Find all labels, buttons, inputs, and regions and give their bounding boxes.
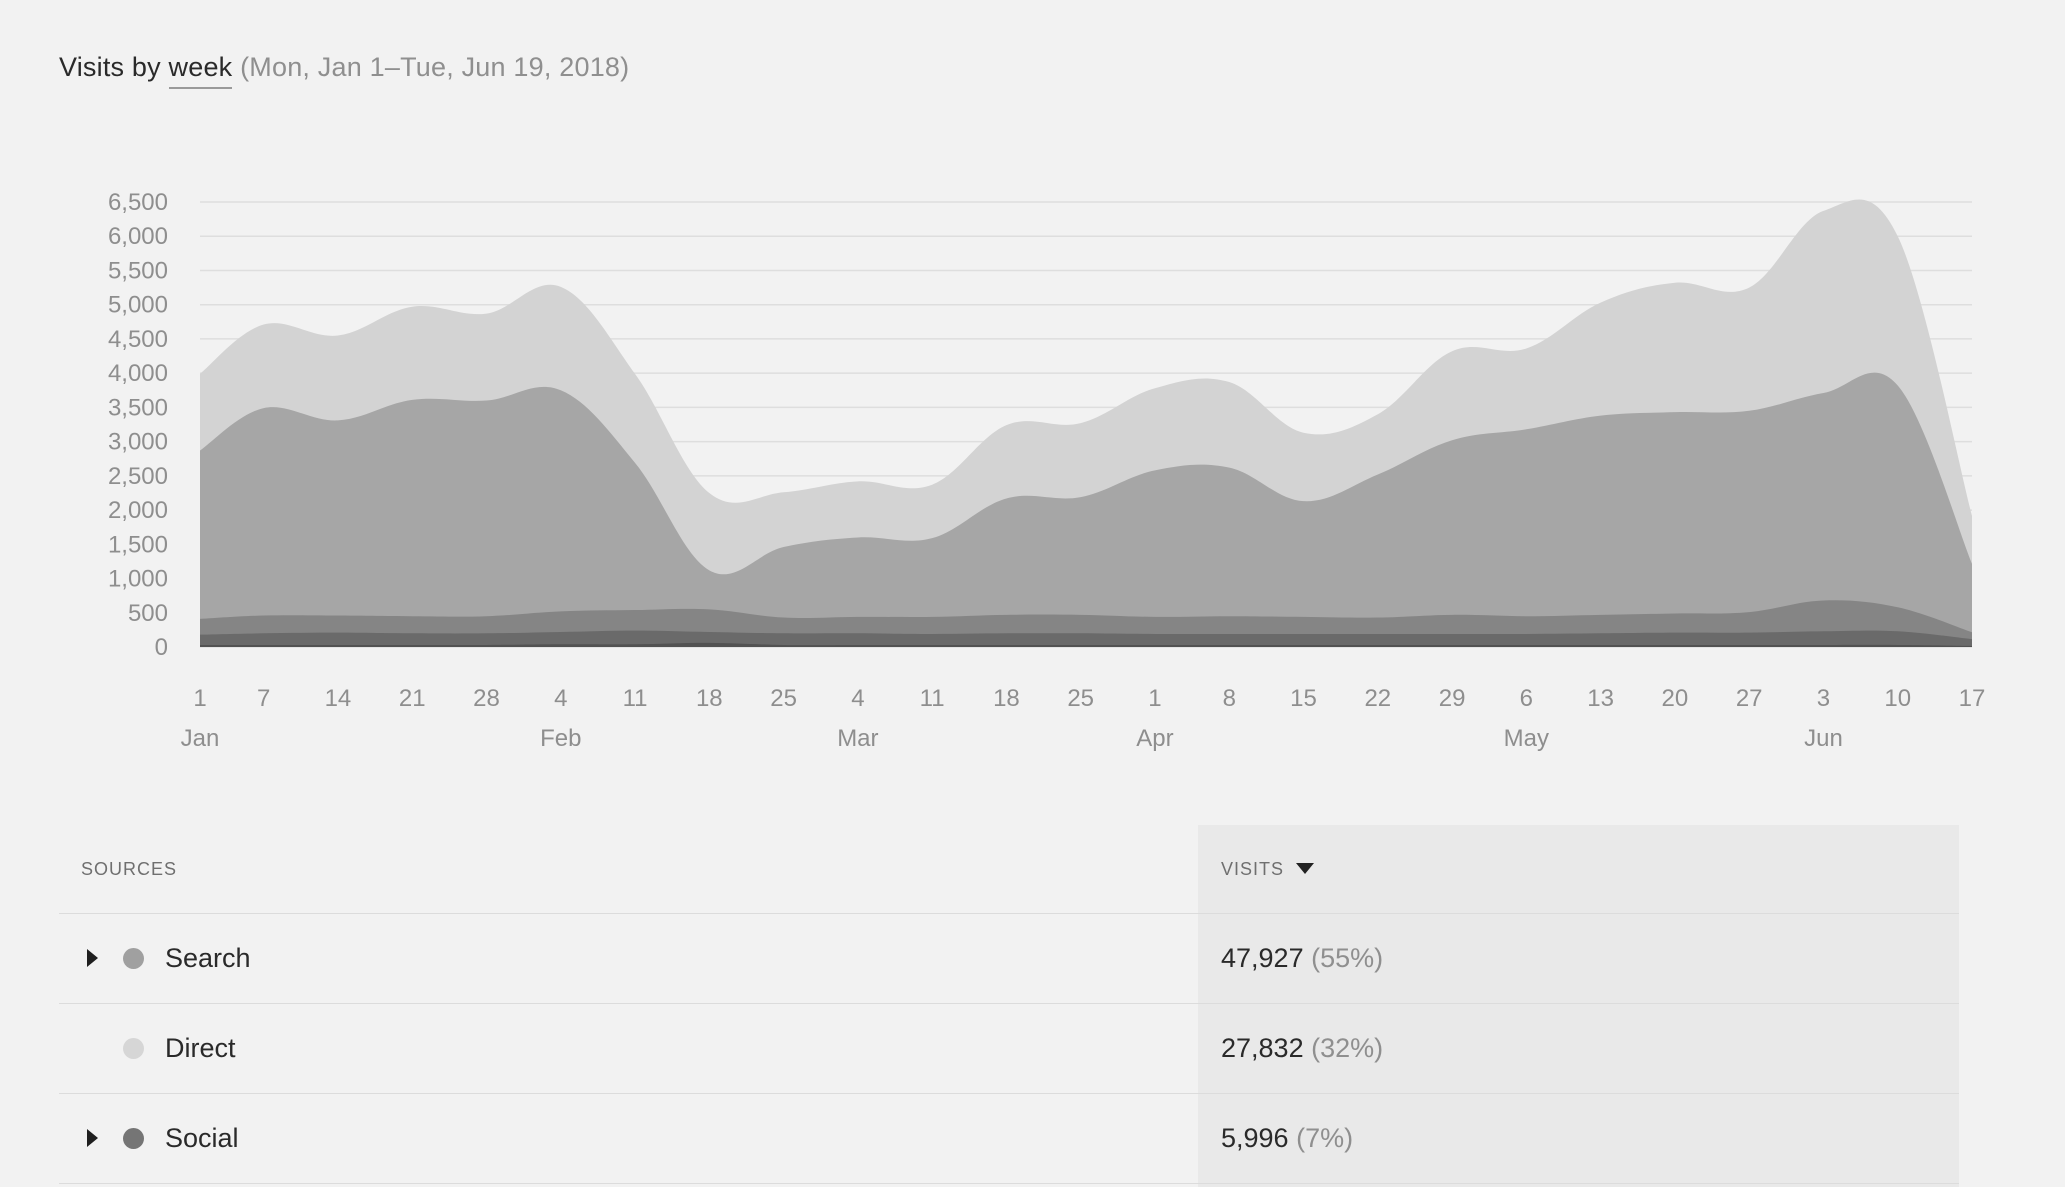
x-tick-label: 14 xyxy=(325,685,352,712)
visits-value: 5,996 (7%) xyxy=(1221,1123,1353,1154)
y-tick-label: 6,500 xyxy=(108,189,168,216)
x-tick-label: 4 xyxy=(554,685,567,712)
date-range: (Mon, Jan 1–Tue, Jun 19, 2018) xyxy=(240,52,630,82)
visits-percent: (32%) xyxy=(1311,1033,1384,1063)
visits-count: 27,832 xyxy=(1221,1033,1304,1063)
x-tick-label: 27 xyxy=(1736,685,1763,712)
x-tick-label: 1 xyxy=(1148,685,1161,712)
source-label[interactable]: Direct xyxy=(165,1033,236,1063)
x-tick-label: 18 xyxy=(993,685,1020,712)
month-label: May xyxy=(1504,725,1549,752)
y-tick-label: 5,500 xyxy=(108,257,168,284)
x-tick-label: 29 xyxy=(1439,685,1466,712)
x-tick-label: 20 xyxy=(1662,685,1689,712)
visits-count: 47,927 xyxy=(1221,943,1304,973)
chart-areas xyxy=(200,199,1972,647)
area-referral xyxy=(200,630,1972,647)
legend-dot xyxy=(123,1038,144,1059)
table-row: Social 5,996 (7%) xyxy=(59,1094,1959,1184)
y-tick-label: 1,000 xyxy=(108,566,168,593)
area-other xyxy=(200,642,1972,647)
visits-count: 5,996 xyxy=(1221,1123,1289,1153)
area-search xyxy=(200,372,1972,647)
x-tick-label: 17 xyxy=(1959,685,1986,712)
x-tick-label: 18 xyxy=(696,685,723,712)
month-label: Feb xyxy=(540,725,581,752)
y-tick-label: 5,000 xyxy=(108,292,168,319)
visits-column-label: VISITS xyxy=(1221,859,1285,879)
visits-area-chart: 0 500 1,000 1,500 2,000 2,500 3,000 3,500 4,000 4… xyxy=(108,189,1986,752)
visits-value: 27,832 (32%) xyxy=(1221,1033,1383,1064)
y-tick-label: 4,500 xyxy=(108,326,168,353)
month-label: Jun xyxy=(1804,725,1843,752)
source-label[interactable]: Search xyxy=(165,943,251,973)
x-tick-label: 11 xyxy=(920,685,945,712)
month-label: Apr xyxy=(1136,725,1173,752)
x-tick-label: 1 xyxy=(193,685,206,712)
x-axis: 1 7 14 21 28 4 11 18 25 4 11 18 25 1 8 15 22 29 6 13 20 27 3 10… xyxy=(181,685,1986,752)
visits-column-bg xyxy=(1198,825,1959,1187)
y-tick-label: 6,000 xyxy=(108,223,168,250)
source-label[interactable]: Social xyxy=(165,1123,239,1153)
table-row: Search 47,927 (55%) xyxy=(59,914,1959,1004)
x-tick-label: 25 xyxy=(770,685,797,712)
y-tick-label: 1,500 xyxy=(108,531,168,558)
chart-title: Visits by week (Mon, Jan 1–Tue, Jun 19, … xyxy=(59,52,630,89)
visits-value: 47,927 (55%) xyxy=(1221,943,1383,974)
table-row: Direct 27,832 (32%) xyxy=(59,1004,1959,1094)
expand-icon[interactable] xyxy=(87,949,98,967)
x-tick-label: 22 xyxy=(1364,685,1391,712)
y-tick-label: 2,000 xyxy=(108,497,168,524)
x-tick-label: 15 xyxy=(1290,685,1317,712)
y-tick-label: 3,500 xyxy=(108,394,168,421)
y-tick-label: 2,500 xyxy=(108,463,168,490)
x-tick-label: 4 xyxy=(851,685,864,712)
legend-dot xyxy=(123,1128,144,1149)
visits-percent: (7%) xyxy=(1296,1123,1354,1153)
x-tick-label: 13 xyxy=(1587,685,1614,712)
month-label: Jan xyxy=(181,725,220,752)
x-tick-label: 25 xyxy=(1067,685,1094,712)
y-tick-label: 500 xyxy=(128,600,168,627)
table-header: SOURCES VISITS xyxy=(59,825,1959,914)
x-tick-label: 11 xyxy=(623,685,648,712)
y-tick-label: 4,000 xyxy=(108,360,168,387)
x-tick-label: 21 xyxy=(399,685,426,712)
x-tick-label: 7 xyxy=(257,685,270,712)
x-tick-label: 6 xyxy=(1520,685,1533,712)
sources-column-header: SOURCES xyxy=(81,859,178,879)
expand-icon[interactable] xyxy=(87,1129,98,1147)
title-prefix: Visits by xyxy=(59,52,161,82)
sort-desc-icon[interactable] xyxy=(1296,863,1315,874)
y-tick-label: 3,000 xyxy=(108,429,168,456)
visits-column-header[interactable]: VISITS xyxy=(1221,859,1315,880)
month-label: Mar xyxy=(837,725,878,752)
visits-percent: (55%) xyxy=(1311,943,1384,973)
y-axis: 0 500 1,000 1,500 2,000 2,500 3,000 3,500 4,000 4… xyxy=(108,189,168,661)
period-selector[interactable]: week xyxy=(168,52,233,89)
legend-dot xyxy=(123,948,144,969)
x-tick-label: 8 xyxy=(1223,685,1236,712)
x-tick-label: 3 xyxy=(1817,685,1830,712)
x-tick-label: 10 xyxy=(1884,685,1911,712)
sources-table: SOURCES VISITS Search 47,927 (55%) Direc… xyxy=(59,825,1959,1184)
x-tick-label: 28 xyxy=(473,685,500,712)
y-tick-label: 0 xyxy=(155,634,168,661)
